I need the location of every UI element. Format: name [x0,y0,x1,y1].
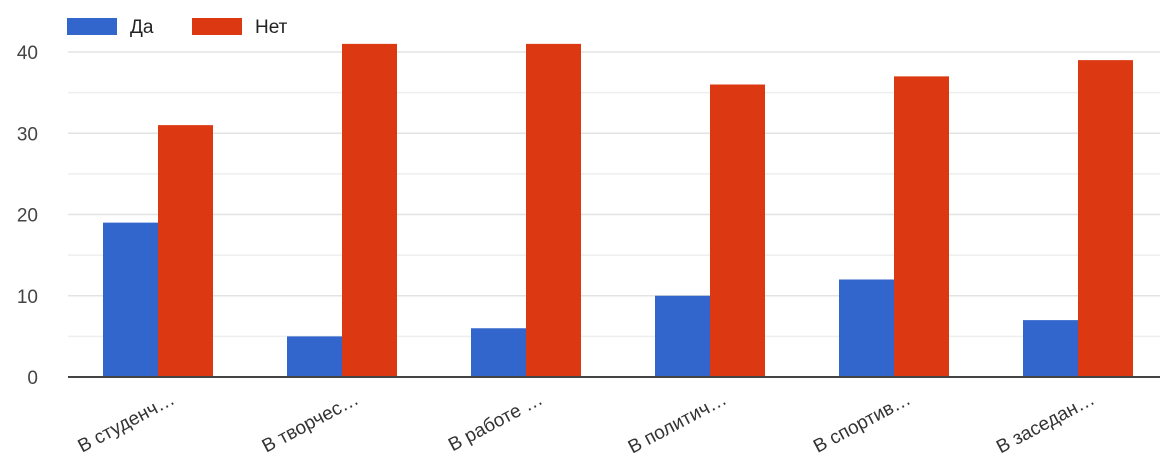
y-tick-label: 30 [17,124,38,145]
legend-label: Нет [255,17,288,38]
y-tick-label: 40 [17,43,38,64]
bar-yes[interactable] [287,336,342,377]
bars [103,43,1133,378]
legend-item-no[interactable]: Нет [192,17,288,38]
y-axis-ticks: 0 10 20 30 40 [17,43,38,389]
category-label: В заседан… [993,389,1098,458]
bar-no[interactable] [710,84,765,378]
bar-no[interactable] [1078,60,1133,377]
category-label: В творчес… [259,389,363,457]
category-label: В спортив… [810,389,914,458]
y-tick-label: 10 [17,287,38,308]
legend-label: Да [130,17,154,38]
legend[interactable]: Да Нет [67,17,288,38]
category-label: В работе … [445,389,546,456]
bar-yes[interactable] [103,222,158,377]
legend-item-yes[interactable]: Да [67,17,154,38]
legend-swatch [192,18,242,35]
bar-yes[interactable] [1023,320,1078,377]
bar-no[interactable] [526,43,581,377]
bar-no[interactable] [158,125,213,377]
bar-yes[interactable] [839,279,894,378]
bar-no[interactable] [342,43,397,377]
category-labels: В студенч… В творчес… В работе … В политич…… [75,389,1099,458]
bar-yes[interactable] [655,295,710,377]
bar-no[interactable] [894,76,949,377]
gridlines [68,51,1160,338]
bar-yes[interactable] [471,328,526,377]
y-tick-label: 20 [17,206,38,227]
category-label: В политич… [625,389,730,458]
legend-swatch [67,18,117,35]
y-tick-label: 0 [27,368,38,389]
category-label: В студенч… [75,389,179,457]
